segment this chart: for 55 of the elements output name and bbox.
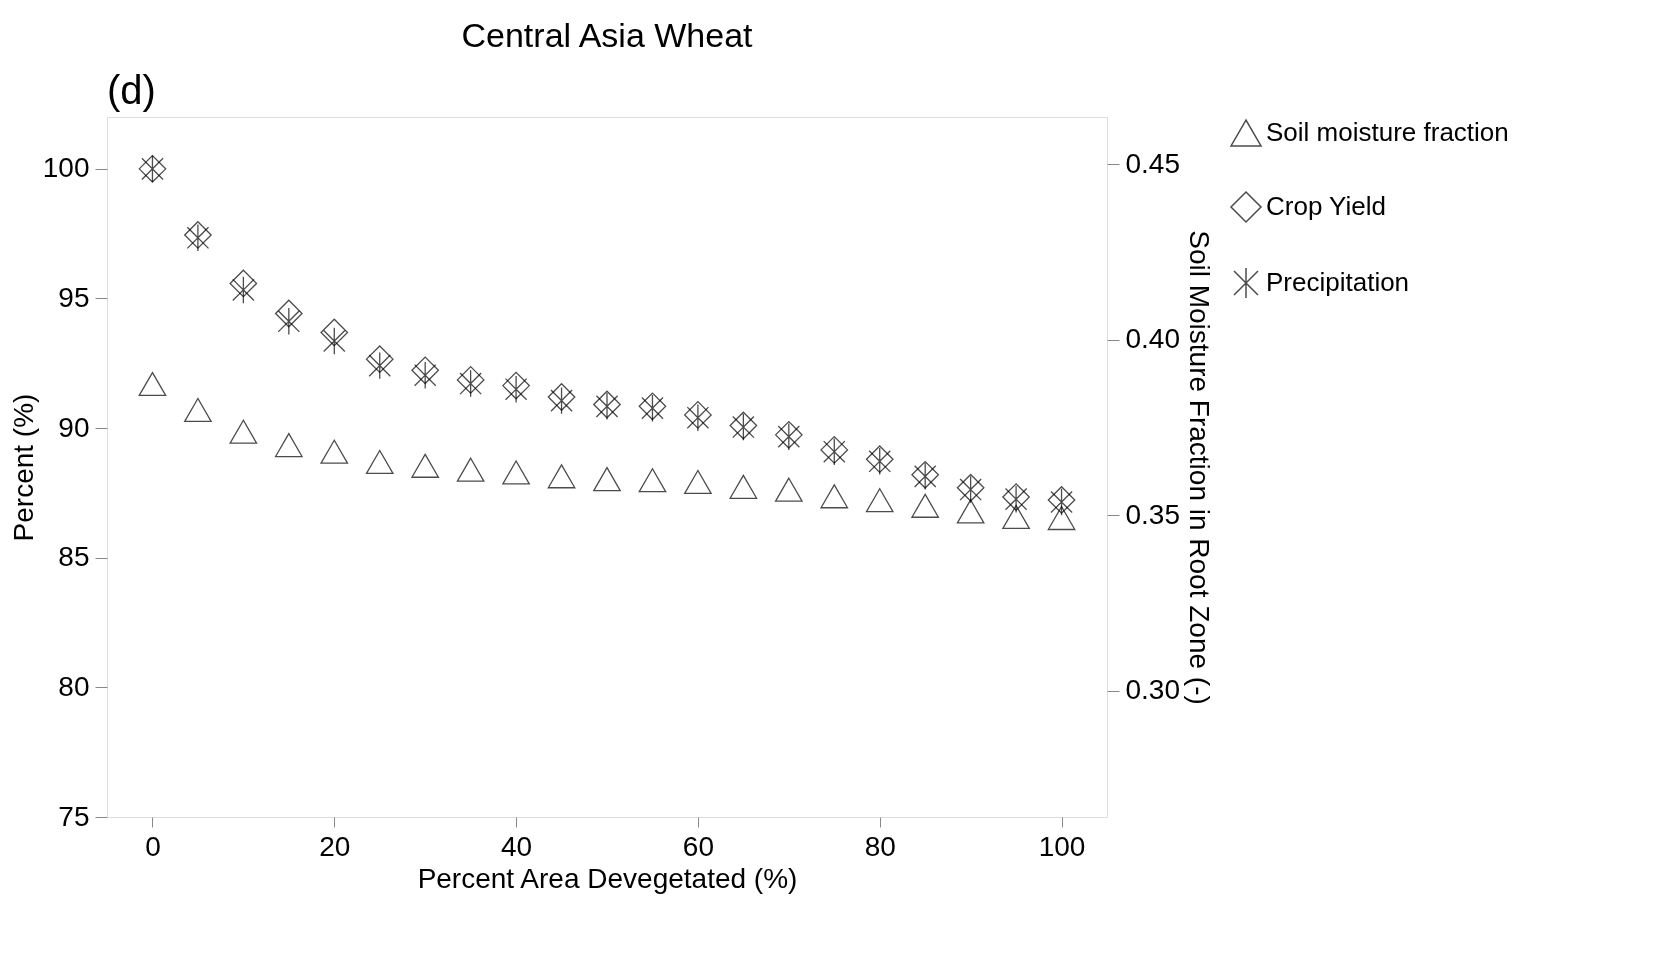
y-tick-label: 90 (58, 411, 90, 443)
point (911, 493, 940, 518)
point (956, 499, 985, 524)
y-axis-title: Percent (%) (7, 393, 39, 542)
point (365, 345, 394, 374)
point (411, 453, 440, 478)
point (1002, 504, 1030, 530)
point (593, 467, 621, 492)
x-tick-label: 0 (145, 830, 161, 862)
point (502, 460, 530, 485)
point (547, 464, 576, 489)
point (320, 439, 349, 464)
point (274, 432, 303, 458)
y-tick-label: 95 (58, 281, 90, 313)
point (365, 449, 394, 475)
x-tick-label: 80 (864, 830, 896, 862)
point (184, 397, 212, 423)
point (138, 371, 167, 397)
point (774, 477, 803, 502)
point (865, 488, 894, 513)
point (274, 299, 303, 328)
legend-label: Soil moisture fraction (1266, 117, 1509, 147)
point (729, 474, 758, 499)
legend-label: Crop Yield (1266, 191, 1386, 221)
point (229, 269, 258, 298)
y-tick-label: 85 (58, 541, 90, 573)
y-tick-label: 80 (58, 670, 90, 702)
point (638, 468, 667, 493)
y2-tick-label: 0.35 (1125, 498, 1180, 530)
point (684, 469, 712, 495)
y2-axis-title: Soil Moisture Fraction in Root Zone (-) (1184, 230, 1215, 705)
point (413, 361, 437, 390)
point (320, 318, 349, 347)
point (411, 356, 440, 385)
x-tick-label: 40 (501, 830, 533, 862)
point (277, 307, 301, 336)
x-axis-title: Percent Area Devegetated (%) (417, 862, 798, 894)
point (1047, 505, 1076, 531)
point (323, 327, 346, 355)
y2-tick-label: 0.45 (1125, 147, 1180, 179)
x-tick-label: 100 (1038, 830, 1086, 862)
point (229, 419, 258, 444)
point (232, 276, 255, 304)
y2-tick-label: 0.30 (1125, 674, 1180, 706)
point (456, 457, 485, 482)
legend-label: Precipitation (1266, 267, 1410, 297)
y-tick-label: 75 (58, 800, 90, 832)
y2-tick-label: 0.40 (1125, 323, 1180, 355)
x-tick-label: 20 (319, 830, 351, 862)
x-tick-label: 60 (682, 830, 714, 862)
point (820, 484, 849, 509)
y-tick-label: 100 (42, 152, 90, 184)
chart-title: Central Asia Wheat (461, 16, 754, 54)
point (368, 351, 391, 380)
text: (d) (107, 68, 156, 112)
